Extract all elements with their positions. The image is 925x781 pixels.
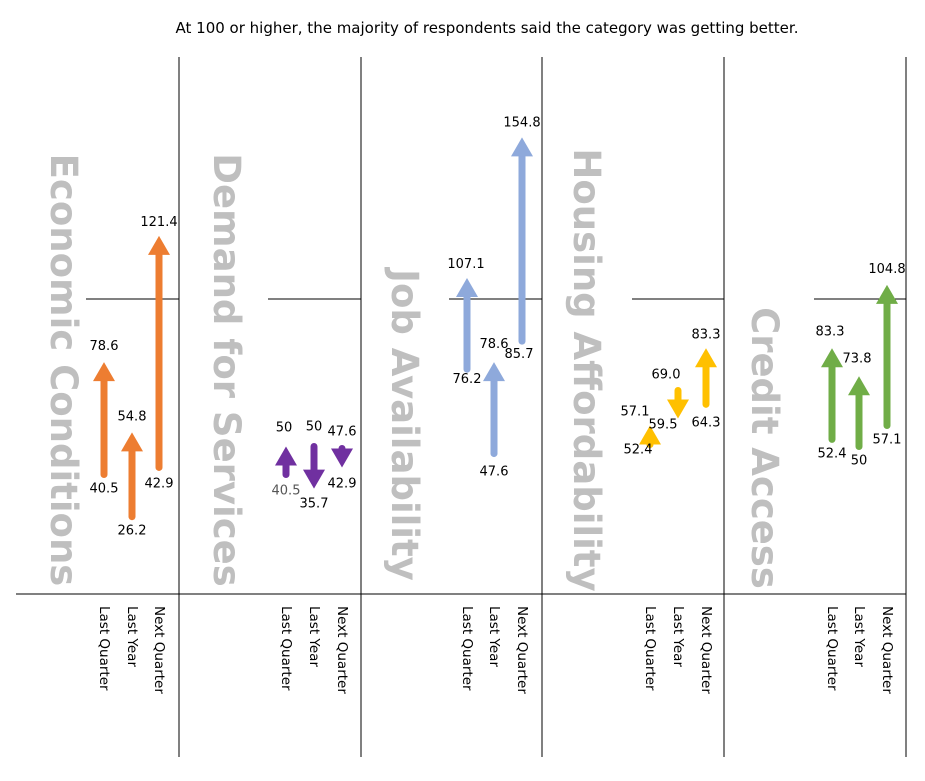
- data-label-to-5-2: 73.8: [843, 351, 872, 366]
- data-label-from-1-1: 40.5: [90, 482, 119, 497]
- data-label-to-1-1: 78.6: [90, 339, 119, 354]
- x-tick-label-1-3: Next Quarter: [151, 606, 167, 694]
- data-label-to-5-3: 104.8: [868, 262, 905, 277]
- arrow-head-5-2: [848, 376, 870, 396]
- category-title-4: Housing Affordability: [565, 148, 608, 591]
- x-tick-label-4-3: Next Quarter: [698, 606, 714, 694]
- arrow-head-3-3: [511, 137, 533, 157]
- data-label-to-4-3: 83.3: [692, 327, 721, 342]
- x-tick-label-1-1: Last Quarter: [96, 606, 112, 691]
- data-label-from-4-2: 69.0: [652, 367, 681, 382]
- data-label-to-3-2: 78.6: [480, 337, 509, 352]
- data-label-from-5-1: 52.4: [818, 446, 847, 461]
- data-label-from-2-3: 47.6: [328, 425, 357, 440]
- data-label-to-1-3: 121.4: [140, 215, 177, 230]
- chart-title: At 100 or higher, the majority of respon…: [176, 19, 799, 37]
- category-title-3: Job Availability: [383, 266, 426, 581]
- data-label-to-2-1: 50: [276, 421, 293, 436]
- x-tick-label-4-2: Last Year: [670, 606, 686, 667]
- category-title-2: Demand for Services: [205, 153, 248, 587]
- arrow-head-4-2: [667, 399, 689, 419]
- x-tick-label-2-3: Next Quarter: [334, 606, 350, 694]
- x-tick-label-5-2: Last Year: [851, 606, 867, 667]
- x-tick-label-3-1: Last Quarter: [459, 606, 475, 691]
- arrow-head-4-1: [639, 425, 661, 445]
- x-tick-label-3-3: Next Quarter: [514, 606, 530, 694]
- arrow-head-5-1: [821, 348, 843, 368]
- arrow-head-2-2: [303, 469, 325, 489]
- arrow-head-3-2: [483, 362, 505, 382]
- data-label-from-4-3: 64.3: [692, 415, 721, 430]
- data-label-to-3-3: 154.8: [503, 115, 540, 130]
- data-label-from-1-2: 26.2: [118, 524, 147, 539]
- arrow-head-4-3: [695, 348, 717, 368]
- arrow-head-3-1: [456, 278, 478, 298]
- data-label-to-2-2: 35.7: [300, 497, 329, 512]
- arrow-head-5-3: [876, 284, 898, 304]
- x-tick-label-5-3: Next Quarter: [879, 606, 895, 694]
- x-tick-label-3-2: Last Year: [486, 606, 502, 667]
- arrow-head-2-1: [275, 446, 297, 466]
- data-label-to-4-2: 59.5: [649, 417, 678, 432]
- arrow-head-2-3: [331, 448, 353, 468]
- data-label-to-1-2: 54.8: [118, 409, 147, 424]
- data-label-from-3-2: 47.6: [480, 465, 509, 480]
- data-label-from-1-3: 42.9: [145, 476, 174, 491]
- category-title-5: Credit Access: [743, 307, 786, 589]
- data-label-to-3-1: 107.1: [447, 257, 484, 272]
- arrow-head-1-1: [93, 362, 115, 382]
- data-label-to-2-3: 42.9: [328, 476, 357, 491]
- x-tick-label-2-2: Last Year: [306, 606, 322, 667]
- data-label-from-2-2: 50: [306, 420, 323, 435]
- data-label-from-5-2: 50: [851, 454, 868, 469]
- data-label-from-3-1: 76.2: [453, 372, 482, 387]
- arrow-head-1-3: [148, 235, 170, 255]
- category-title-1: Economic Conditions: [42, 154, 85, 587]
- arrow-head-1-2: [121, 432, 143, 452]
- data-label-from-3-3: 85.7: [505, 347, 534, 362]
- data-label-from-4-1: 52.4: [624, 442, 653, 457]
- data-label-from-2-1: 40.5: [272, 484, 301, 499]
- x-tick-label-2-1: Last Quarter: [278, 606, 294, 691]
- data-label-from-5-3: 57.1: [873, 433, 902, 448]
- x-tick-label-4-1: Last Quarter: [642, 606, 658, 691]
- x-tick-label-1-2: Last Year: [124, 606, 140, 667]
- x-tick-label-5-1: Last Quarter: [824, 606, 840, 691]
- data-label-to-4-1: 57.1: [621, 405, 650, 420]
- data-label-to-5-1: 83.3: [816, 324, 845, 339]
